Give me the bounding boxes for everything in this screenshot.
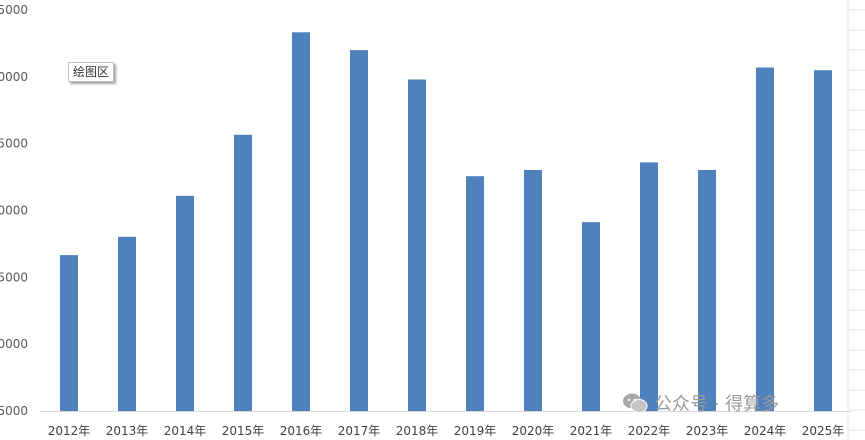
x-tick-label: 2024年 <box>744 424 787 438</box>
bar[interactable] <box>408 79 426 412</box>
y-tick-label: 0000 <box>0 337 28 351</box>
tooltip-label: 绘图区 <box>73 65 110 79</box>
y-tick-label: 5000 <box>0 3 28 17</box>
x-tick-label: 2022年 <box>628 424 671 438</box>
x-tick-label: 2018年 <box>396 424 439 438</box>
x-tick-label: 2016年 <box>280 424 323 438</box>
y-tick-label: 0000 <box>0 204 28 218</box>
x-axis-tick-labels: 2012年 2013年 2014年 2015年 2016年 2017年 2018年 2019年… <box>48 424 845 438</box>
x-tick-label: 2017年 <box>338 424 381 438</box>
x-tick-label: 2019年 <box>454 424 497 438</box>
bar[interactable] <box>292 32 310 412</box>
x-tick-label: 2020年 <box>512 424 555 438</box>
bar[interactable] <box>814 70 832 411</box>
bar[interactable] <box>698 170 716 411</box>
bar[interactable] <box>118 236 136 411</box>
x-tick-label: 2014年 <box>164 424 207 438</box>
bar[interactable] <box>176 195 194 411</box>
x-tick-label: 2012年 <box>48 424 91 438</box>
y-tick-label: 5000 <box>0 404 28 418</box>
bars <box>60 32 832 412</box>
y-tick-label: 5000 <box>0 270 28 284</box>
x-tick-label: 2013年 <box>106 424 149 438</box>
watermark-text: 公众号 · 得算多 <box>654 394 780 415</box>
bar[interactable] <box>234 134 252 412</box>
spreadsheet-grid-lines <box>847 0 865 440</box>
bar[interactable] <box>640 162 658 411</box>
y-tick-label: 5000 <box>0 137 28 151</box>
y-axis-tick-labels: 5000 0000 5000 0000 5000 0000 5000 <box>0 3 28 418</box>
x-tick-label: 2025年 <box>802 424 845 438</box>
bar[interactable] <box>466 176 484 411</box>
bar[interactable] <box>60 255 78 411</box>
watermark: 公众号 · 得算多 <box>622 390 779 416</box>
bar[interactable] <box>524 170 542 411</box>
wechat-icon <box>623 393 648 413</box>
x-tick-label: 2015年 <box>222 424 265 438</box>
plot-area-tooltip: 绘图区 <box>68 62 115 82</box>
bar[interactable] <box>582 222 600 411</box>
y-tick-label: 0000 <box>0 70 28 84</box>
x-tick-label: 2023年 <box>686 424 729 438</box>
bar[interactable] <box>756 67 774 412</box>
bar[interactable] <box>350 50 368 411</box>
x-tick-label: 2021年 <box>570 424 613 438</box>
